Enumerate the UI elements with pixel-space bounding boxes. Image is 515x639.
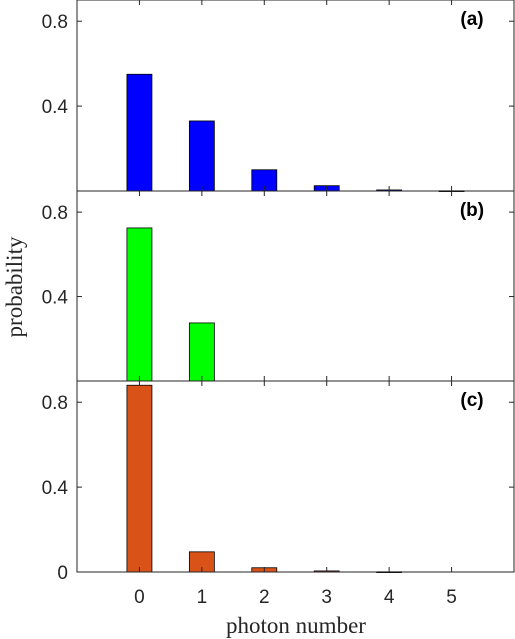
bar-panel-1-photon-0 bbox=[126, 73, 153, 192]
panel-label-3: (c) bbox=[460, 390, 483, 411]
y-tick-label-panel-1: 0.8 bbox=[42, 12, 68, 33]
panel-label-2: (b) bbox=[460, 200, 484, 221]
panels: 0.4 0.8 (a) 0.4 0.8 (b) 0 0.4 0.8 (c) bbox=[42, 0, 515, 584]
panel-3: 0 0.4 0.8 (c) bbox=[42, 380, 515, 584]
panel-label-1: (a) bbox=[460, 9, 483, 30]
x-tick-label-0: 0 bbox=[134, 587, 145, 608]
bar-panel-2-photon-0 bbox=[126, 227, 153, 382]
y-tick-label-panel-3: 0.4 bbox=[42, 478, 69, 499]
bar-panel-1-photon-1 bbox=[188, 120, 215, 192]
y-axis-title: probability bbox=[2, 236, 27, 337]
x-tick-labels: 0 1 2 3 4 5 bbox=[134, 587, 457, 608]
y-tick-label-panel-3: 0 bbox=[57, 563, 68, 584]
bar-panel-3-photon-0 bbox=[126, 384, 153, 573]
x-tick-label-2: 2 bbox=[259, 587, 270, 608]
y-tick-label-panel-1: 0.4 bbox=[42, 97, 69, 118]
y-tick-label-panel-2: 0.8 bbox=[42, 203, 68, 224]
x-axis-title: photon number bbox=[226, 613, 366, 638]
panel-1: 0.4 0.8 (a) bbox=[42, 0, 515, 192]
panel-3-frame bbox=[76, 380, 515, 573]
panel-2: 0.4 0.8 (b) bbox=[42, 190, 515, 382]
x-tick-label-1: 1 bbox=[197, 587, 208, 608]
x-tick-label-4: 4 bbox=[384, 587, 395, 608]
x-tick-label-5: 5 bbox=[446, 587, 457, 608]
y-tick-label-panel-2: 0.4 bbox=[42, 288, 69, 309]
x-tick-label-3: 3 bbox=[321, 587, 332, 608]
y-tick-label-panel-3: 0.8 bbox=[42, 393, 68, 414]
bar-panel-2-photon-1 bbox=[188, 322, 215, 382]
